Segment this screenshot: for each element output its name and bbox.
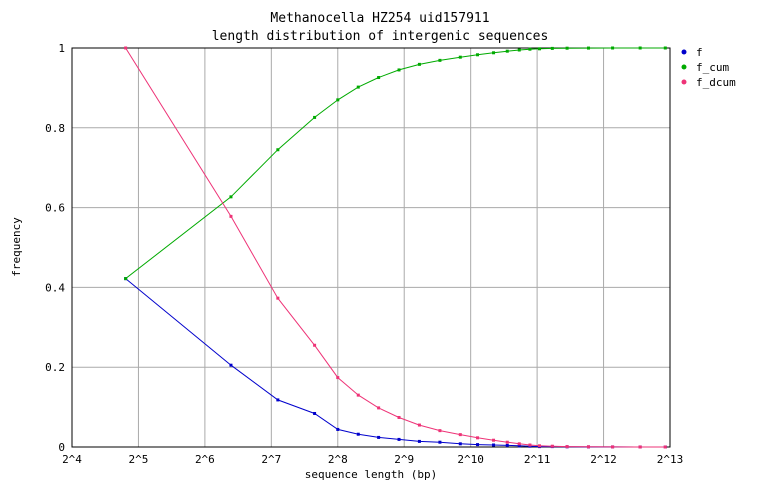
data-point bbox=[377, 76, 381, 80]
x-tick-label: 2^8 bbox=[328, 453, 348, 466]
series-f_cum bbox=[124, 46, 667, 281]
data-point bbox=[538, 444, 542, 448]
data-point bbox=[229, 214, 233, 218]
data-point bbox=[377, 406, 381, 410]
y-axis-label: frequency bbox=[10, 217, 23, 277]
data-point bbox=[476, 443, 480, 447]
x-axis-label: sequence length (bp) bbox=[305, 468, 437, 481]
x-tick-label: 2^5 bbox=[129, 453, 149, 466]
y-tick-label: 0.6 bbox=[45, 202, 65, 215]
data-point bbox=[565, 46, 569, 50]
legend-label: f_dcum bbox=[696, 76, 736, 89]
data-point bbox=[417, 62, 421, 66]
data-point bbox=[638, 445, 642, 449]
data-point bbox=[517, 442, 521, 446]
x-tick-label: 2^9 bbox=[394, 453, 414, 466]
y-tick-label: 0 bbox=[58, 441, 65, 454]
chart-title: Methanocella HZ254 uid157911 bbox=[270, 11, 489, 26]
data-point bbox=[458, 442, 462, 446]
y-tick-label: 0.2 bbox=[45, 361, 65, 374]
series-layer bbox=[124, 46, 667, 449]
data-point bbox=[538, 47, 542, 51]
data-point bbox=[417, 423, 421, 427]
data-point bbox=[528, 47, 532, 51]
y-tick-label: 0.8 bbox=[45, 122, 65, 135]
series-f bbox=[124, 277, 667, 449]
data-point bbox=[397, 415, 401, 419]
y-tick-label: 1 bbox=[58, 42, 65, 55]
data-point bbox=[505, 440, 509, 444]
x-tick-label: 2^6 bbox=[195, 453, 215, 466]
x-tick-label: 2^10 bbox=[457, 453, 484, 466]
x-tick-label: 2^11 bbox=[524, 453, 551, 466]
data-point bbox=[336, 376, 340, 380]
data-point bbox=[313, 115, 317, 119]
data-point bbox=[438, 440, 442, 444]
data-point bbox=[276, 296, 280, 300]
data-point bbox=[492, 51, 496, 55]
data-point bbox=[356, 432, 360, 436]
data-point bbox=[438, 58, 442, 62]
data-point bbox=[586, 46, 590, 50]
legend-marker bbox=[681, 49, 687, 55]
x-tick-label: 2^12 bbox=[590, 453, 617, 466]
data-point bbox=[229, 195, 233, 199]
data-point bbox=[550, 46, 554, 50]
data-point bbox=[663, 445, 667, 449]
data-point bbox=[611, 445, 615, 449]
series-line bbox=[125, 47, 666, 279]
data-point bbox=[356, 393, 360, 397]
data-point bbox=[458, 55, 462, 59]
series-f_dcum bbox=[124, 46, 667, 449]
series-line bbox=[125, 278, 666, 448]
data-point bbox=[565, 445, 569, 449]
data-point bbox=[476, 436, 480, 440]
data-point bbox=[476, 53, 480, 57]
legend-label: f bbox=[696, 46, 703, 59]
data-point bbox=[505, 49, 509, 53]
legend-label: f_cum bbox=[696, 61, 729, 74]
plot-frame bbox=[71, 47, 671, 448]
legend-marker bbox=[681, 64, 687, 70]
data-point bbox=[517, 48, 521, 52]
chart-subtitle: length distribution of intergenic sequen… bbox=[212, 29, 549, 44]
x-tick-label: 2^4 bbox=[62, 453, 82, 466]
data-point bbox=[336, 427, 340, 431]
data-point bbox=[313, 343, 317, 347]
data-point bbox=[124, 46, 128, 50]
data-point bbox=[124, 277, 128, 281]
data-point bbox=[638, 46, 642, 50]
grid-lines bbox=[72, 48, 670, 447]
y-tick-label: 0.4 bbox=[45, 281, 65, 294]
series-line bbox=[125, 47, 666, 448]
data-point bbox=[517, 444, 521, 448]
data-point bbox=[336, 98, 340, 102]
data-point bbox=[663, 46, 667, 50]
data-point bbox=[492, 443, 496, 447]
data-point bbox=[417, 439, 421, 443]
data-point bbox=[611, 46, 615, 50]
data-point bbox=[458, 433, 462, 437]
data-point bbox=[397, 437, 401, 441]
x-tick-label: 2^7 bbox=[261, 453, 281, 466]
data-point bbox=[550, 444, 554, 448]
data-point bbox=[356, 85, 360, 89]
data-point bbox=[528, 443, 532, 447]
data-point bbox=[397, 68, 401, 72]
data-point bbox=[313, 411, 317, 415]
data-point bbox=[438, 429, 442, 433]
data-point bbox=[229, 363, 233, 367]
data-point bbox=[377, 435, 381, 439]
data-point bbox=[492, 438, 496, 442]
legend: f f_cum f_dcum bbox=[681, 46, 736, 89]
tick-labels: 2^4 2^5 2^6 2^7 2^8 2^9 2^10 2^11 2^12 2^13 0 0.2 0.… bbox=[45, 42, 683, 466]
data-point bbox=[276, 148, 280, 152]
data-point bbox=[586, 445, 590, 449]
data-point bbox=[505, 443, 509, 447]
legend-marker bbox=[681, 79, 687, 85]
x-tick-label: 2^13 bbox=[657, 453, 684, 466]
data-point bbox=[276, 398, 280, 402]
